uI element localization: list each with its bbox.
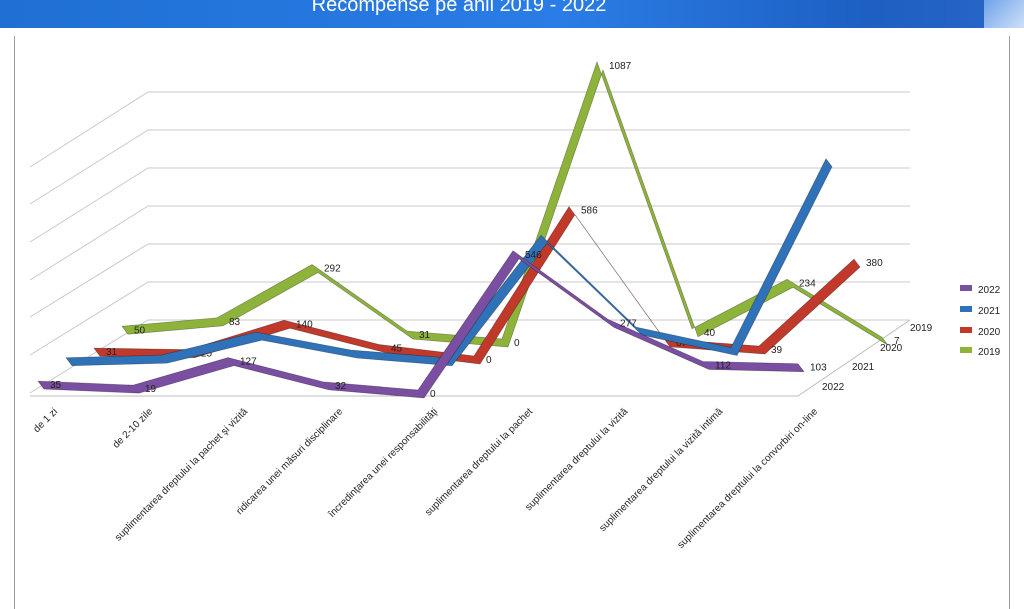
gridline [29, 319, 910, 394]
data-label: 7 [894, 336, 900, 347]
data-label: 234 [799, 278, 816, 289]
gridline [29, 243, 910, 318]
legend-label: 2019 [978, 347, 1001, 358]
data-label: 112 [715, 360, 731, 371]
data-label: 127 [240, 357, 257, 368]
legend-swatch-2021 [960, 306, 972, 312]
data-label: 292 [324, 264, 341, 275]
data-label: 19 [145, 384, 157, 395]
legend-swatch-2022 [960, 285, 972, 291]
gridline [29, 91, 910, 168]
data-label: 45 [391, 344, 403, 355]
data-label: 50 [134, 325, 146, 336]
series-ribbon-2021 [65, 158, 833, 367]
data-label: 39 [771, 345, 783, 356]
depth-axis-label: 2020 [880, 343, 903, 354]
data-label: 0 [486, 355, 492, 366]
data-label: 83 [229, 317, 241, 328]
gridline [29, 167, 910, 243]
legend-label: 2022 [978, 285, 1001, 296]
series-ribbon-2019 [121, 60, 889, 348]
legend-swatch-2020 [960, 327, 972, 333]
category-label: încredinţarea unei responsabilităţi [326, 406, 440, 520]
legend-label: 2021 [978, 306, 1001, 317]
data-label: 380 [866, 258, 883, 269]
data-label: 31 [419, 330, 431, 341]
legend-swatch-2019 [960, 347, 972, 353]
category-label: de 2-10 zile [111, 406, 156, 451]
category-label: de 1 zi [32, 406, 61, 435]
data-label: 546 [525, 250, 542, 261]
data-label: 0 [514, 338, 520, 349]
data-label: 586 [581, 206, 598, 217]
series-ribbon-2020 [93, 205, 861, 365]
chart-frame [14, 36, 1010, 609]
chart-title: Recompense pe anii 2019 - 2022 [311, 0, 607, 16]
gridline [29, 281, 910, 356]
legend-label: 2020 [978, 327, 1001, 338]
data-label: 140 [296, 319, 313, 330]
gridline [29, 205, 910, 281]
data-label: 32 [335, 381, 347, 392]
chart-header-bar: Recompense pe anii 2019 - 2022 [0, 0, 1024, 28]
data-label: 31 [106, 347, 118, 358]
data-label: 277 [620, 318, 637, 329]
data-label: 25 [201, 349, 213, 360]
data-label: 103 [810, 363, 827, 374]
data-label: 1087 [609, 61, 632, 72]
data-label: 40 [704, 328, 716, 339]
category-label: suplimentarea dreptului la vizită [523, 406, 630, 513]
depth-axis-label: 2022 [822, 382, 845, 393]
data-label: 0 [430, 389, 436, 400]
data-label: 35 [50, 380, 62, 391]
depth-axis-label: 2021 [852, 362, 875, 373]
category-label: suplimentarea dreptului la pachet [423, 406, 535, 518]
header-corner-decoration [984, 0, 1024, 28]
series-ribbon-2022 [37, 250, 805, 399]
category-label: ridicarea unei măsuri disciplinare [234, 406, 345, 517]
floor-edge [30, 319, 911, 397]
gridline [29, 129, 910, 205]
depth-axis-label: 2019 [910, 323, 933, 334]
